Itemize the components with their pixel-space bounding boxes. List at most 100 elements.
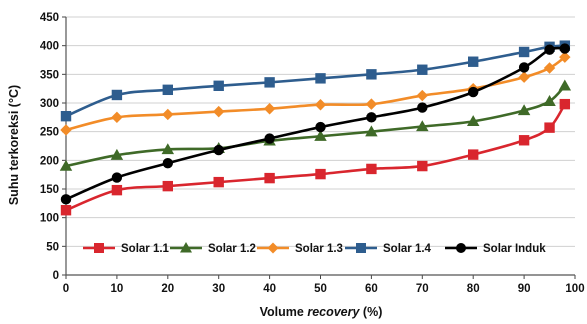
- data-point: [518, 62, 530, 73]
- legend-marker: [456, 243, 466, 253]
- legend-marker: [267, 242, 279, 254]
- x-tick-label: 90: [518, 283, 531, 295]
- data-point: [162, 158, 173, 169]
- y-tick-label: 400: [40, 41, 59, 53]
- data-point: [264, 77, 275, 88]
- data-point: [559, 51, 571, 63]
- legend-item: Solar 1.3: [257, 242, 343, 255]
- data-point: [111, 172, 123, 183]
- legend-marker: [94, 243, 104, 253]
- x-tick-label: 0: [63, 283, 69, 295]
- data-point: [366, 163, 377, 175]
- data-point: [417, 160, 428, 172]
- y-tick-label: 0: [53, 270, 59, 282]
- x-axis-title: Volume recovery (%): [260, 305, 383, 319]
- x-tick-label: 100: [565, 283, 584, 295]
- series-layer: [59, 40, 572, 216]
- legend-marker: [180, 242, 192, 253]
- legend-label: Solar 1.1: [121, 243, 170, 255]
- data-point: [111, 111, 123, 124]
- data-point: [544, 122, 555, 133]
- series-solar-1-1: [60, 98, 571, 216]
- data-point: [366, 69, 377, 80]
- x-tick-label: 30: [212, 283, 225, 295]
- y-tick-label: 450: [40, 12, 59, 24]
- data-point: [468, 56, 479, 67]
- data-point: [162, 180, 173, 192]
- data-point: [264, 133, 275, 144]
- data-point: [417, 64, 428, 75]
- data-point: [315, 73, 326, 84]
- data-point: [60, 205, 72, 216]
- data-point: [365, 125, 378, 137]
- data-point: [416, 120, 429, 132]
- data-point: [544, 44, 555, 55]
- data-point: [162, 108, 174, 121]
- data-point: [111, 184, 123, 196]
- x-tick-label: 70: [416, 283, 429, 295]
- data-point: [315, 168, 326, 180]
- data-point: [212, 105, 225, 118]
- data-point: [543, 95, 556, 106]
- data-point: [518, 135, 530, 146]
- data-point: [213, 176, 224, 188]
- data-point: [263, 103, 276, 115]
- x-axis-title-italic: recovery: [307, 305, 360, 319]
- data-point: [60, 124, 72, 136]
- data-point: [162, 84, 173, 96]
- y-tick-label: 150: [40, 184, 59, 196]
- legend-item: Solar Induk: [445, 243, 546, 255]
- data-point: [314, 99, 327, 111]
- data-point: [110, 148, 124, 160]
- data-point: [59, 159, 73, 171]
- data-point: [468, 149, 479, 160]
- y-tick-label: 300: [40, 98, 59, 110]
- x-tick-label: 40: [263, 283, 276, 295]
- data-point: [315, 121, 326, 133]
- series-solar-induk: [60, 43, 571, 205]
- data-point: [314, 130, 327, 141]
- legend: Solar 1.1 Solar 1.2 Solar 1.3 Solar 1.4 Sola…: [83, 242, 546, 255]
- x-tick-label: 60: [365, 283, 378, 295]
- data-point: [559, 98, 571, 110]
- x-tick-label: 80: [467, 283, 480, 295]
- data-point: [517, 104, 531, 116]
- data-point: [213, 144, 224, 156]
- x-axis-title-suffix: (%): [359, 305, 382, 319]
- y-tick-label: 250: [40, 127, 59, 139]
- x-tick-label: 10: [111, 283, 124, 295]
- series-solar-1-4: [60, 40, 571, 122]
- axes-layer: 0 50 100 150 200 250 300 350 400 450 0 10 20 30 40 50 60…: [40, 12, 585, 295]
- series-line: [65, 103, 566, 212]
- legend-label: Solar 1.4: [383, 243, 432, 255]
- legend-item: Solar 1.1: [83, 243, 170, 255]
- data-point: [60, 194, 72, 205]
- data-point: [543, 62, 556, 74]
- legend-label: Solar 1.3: [295, 243, 343, 255]
- data-point: [366, 112, 377, 123]
- y-tick-label: 100: [40, 213, 59, 225]
- data-point: [417, 102, 428, 113]
- legend-item: Solar 1.4: [345, 243, 432, 255]
- data-point: [111, 89, 123, 101]
- y-axis-title: Suhu terkoreksi (°C): [7, 85, 21, 205]
- data-point: [468, 86, 479, 98]
- data-point: [559, 43, 571, 54]
- data-point: [264, 172, 275, 184]
- data-point: [466, 115, 480, 127]
- y-tick-label: 50: [46, 241, 59, 253]
- y-tick-label: 350: [40, 69, 59, 81]
- data-point: [518, 71, 530, 83]
- series-line: [65, 84, 566, 168]
- y-tick-label: 200: [40, 155, 59, 167]
- legend-label: Solar Induk: [483, 243, 546, 255]
- data-point: [558, 79, 572, 91]
- x-axis-title-prefix: Volume: [260, 305, 308, 319]
- x-tick-label: 50: [314, 283, 327, 295]
- data-point: [518, 46, 530, 58]
- legend-marker: [356, 243, 366, 253]
- data-point: [365, 98, 378, 110]
- legend-item: Solar 1.2: [170, 242, 256, 255]
- data-point: [60, 110, 72, 122]
